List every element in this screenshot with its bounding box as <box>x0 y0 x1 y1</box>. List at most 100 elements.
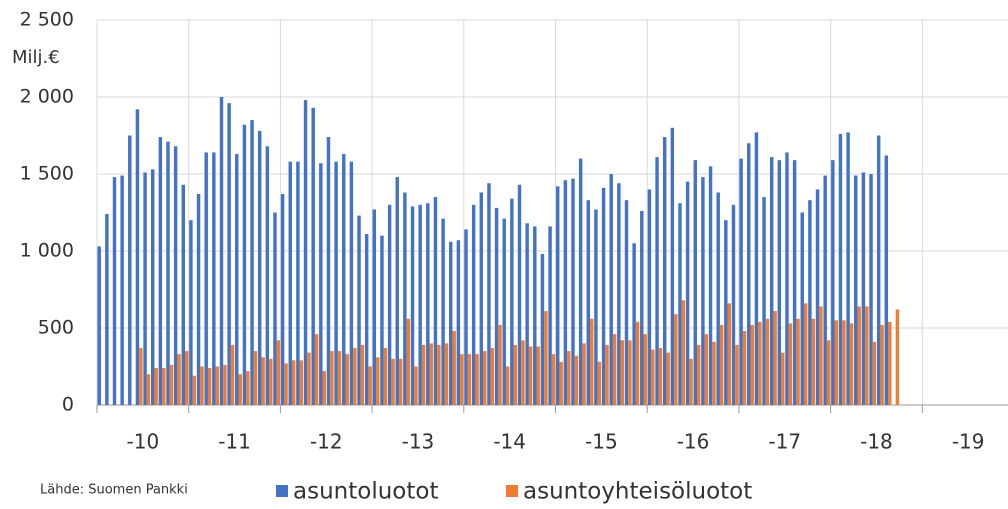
bar <box>475 354 479 405</box>
y-tick-label: 1 500 <box>20 163 74 185</box>
bar <box>391 358 395 405</box>
bar <box>173 146 178 405</box>
bar <box>253 351 258 405</box>
bar <box>876 135 881 405</box>
bar <box>800 212 804 405</box>
bar <box>895 309 900 405</box>
bar <box>754 132 759 406</box>
bar <box>854 175 858 405</box>
bar <box>299 360 304 405</box>
bar <box>590 318 594 405</box>
bar <box>586 200 591 405</box>
bar <box>861 172 866 405</box>
bar <box>521 340 525 405</box>
bar <box>510 198 514 405</box>
bar <box>169 364 174 405</box>
bar <box>184 351 189 405</box>
bar <box>632 243 636 405</box>
bar <box>651 349 655 405</box>
bar <box>311 107 315 405</box>
bar <box>865 306 869 405</box>
bar <box>666 352 670 405</box>
bar <box>869 174 873 405</box>
bar <box>403 192 407 405</box>
bar <box>303 100 308 405</box>
bar <box>307 352 311 405</box>
bar <box>528 346 533 405</box>
bar <box>846 132 850 406</box>
bar <box>796 318 800 405</box>
bar <box>880 324 884 405</box>
bar <box>781 352 785 405</box>
bar <box>674 314 678 405</box>
bar <box>765 318 770 405</box>
bar <box>647 189 652 405</box>
bar <box>788 323 793 405</box>
bar <box>831 160 835 405</box>
bar <box>758 321 762 405</box>
bar <box>269 358 273 405</box>
bar <box>533 226 537 405</box>
bar <box>250 120 254 405</box>
bar <box>792 160 797 405</box>
x-tick-label: -12 <box>310 430 343 454</box>
bar <box>838 133 843 405</box>
bar <box>429 343 433 405</box>
bar <box>139 348 143 405</box>
bar <box>238 374 242 405</box>
bar <box>207 368 212 405</box>
bar <box>452 331 456 405</box>
bar <box>322 371 326 405</box>
bar <box>689 358 693 405</box>
bar <box>135 109 140 405</box>
bar <box>162 368 166 405</box>
bar <box>594 209 598 405</box>
bar <box>620 340 625 405</box>
bar <box>483 351 487 405</box>
bar <box>288 161 292 405</box>
bar <box>200 366 204 405</box>
bar <box>143 172 147 405</box>
bar <box>464 229 468 405</box>
bar <box>235 153 239 405</box>
bar <box>803 303 808 405</box>
bar <box>578 158 583 405</box>
y-tick-label: 2 000 <box>20 86 74 108</box>
bar <box>811 318 816 405</box>
bar <box>548 226 552 405</box>
bar <box>685 181 690 405</box>
bar <box>819 306 823 405</box>
bar <box>842 320 846 405</box>
bar <box>823 175 827 405</box>
bar <box>494 207 499 405</box>
bar <box>215 366 220 405</box>
bar <box>712 341 716 405</box>
bar <box>387 204 392 405</box>
bar <box>498 324 502 405</box>
bar <box>280 194 285 405</box>
bar <box>742 331 747 405</box>
bar <box>640 210 644 405</box>
bar <box>834 320 838 405</box>
legend-label: asuntoyhteisöluotot <box>523 479 752 505</box>
bar <box>406 318 411 405</box>
bar <box>146 374 151 405</box>
bar <box>808 200 812 405</box>
bar <box>212 152 216 405</box>
bar <box>536 346 540 405</box>
bar <box>449 241 453 405</box>
bar <box>395 177 399 405</box>
bar <box>785 152 789 405</box>
bar <box>261 357 265 405</box>
bar <box>750 324 754 405</box>
bar <box>364 234 369 405</box>
bar <box>433 197 438 405</box>
bar <box>223 364 227 405</box>
y-tick-label: 0 <box>62 394 74 416</box>
bar <box>635 321 640 405</box>
bar <box>360 344 365 405</box>
bar <box>525 223 529 405</box>
bar <box>704 334 709 405</box>
bar <box>219 97 224 405</box>
